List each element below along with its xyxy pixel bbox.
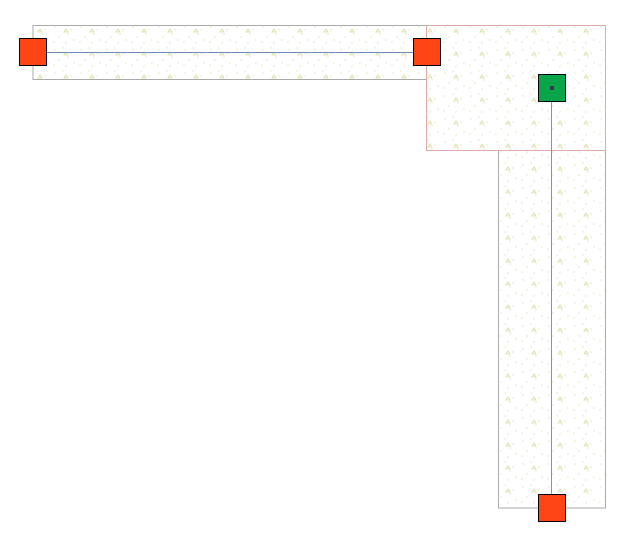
endpoint-bottom[interactable] [538,494,566,522]
endpoint-top-right[interactable] [413,38,441,66]
node-center-dot [550,86,554,90]
endpoint-left[interactable] [19,38,47,66]
junction-node[interactable] [538,74,566,102]
corner-segment[interactable] [426,25,606,151]
